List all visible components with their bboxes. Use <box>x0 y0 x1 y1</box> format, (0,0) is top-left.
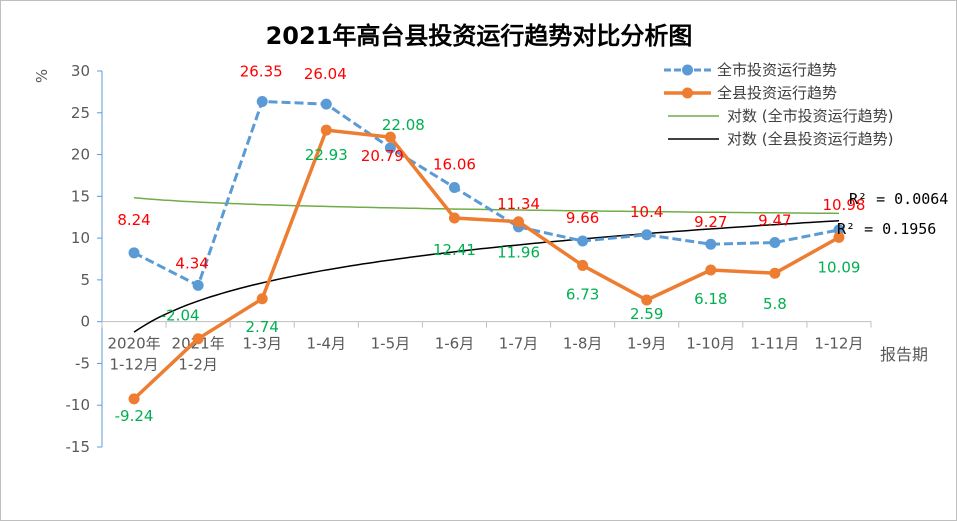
y-tick-label: 5 <box>80 271 90 289</box>
county-data-label: 2.59 <box>630 305 663 323</box>
x-tick-label: 1-6月 <box>435 335 475 353</box>
county-data-label: 11.96 <box>497 244 540 262</box>
city-data-label: 9.66 <box>566 209 599 227</box>
city-point <box>448 181 460 193</box>
county-point <box>128 393 140 405</box>
city-data-label: 20.79 <box>361 147 404 165</box>
county-point <box>833 231 845 243</box>
y-tick-label: 20 <box>71 146 90 164</box>
county-data-label: -9.24 <box>115 407 154 425</box>
county-data-label: 12.41 <box>433 241 476 259</box>
x-tick-label: 1-12月 <box>110 356 159 374</box>
city-data-label: 9.27 <box>694 213 727 231</box>
city-point <box>128 247 140 259</box>
legend-label-trend-county: 对数 (全县投资运行趋势) <box>727 130 893 148</box>
city-data-label: 26.35 <box>240 62 283 80</box>
county-data-label: 22.08 <box>382 116 425 134</box>
city-data-label: 9.47 <box>758 212 791 230</box>
county-point <box>513 216 525 228</box>
city-data-label: 10.98 <box>822 196 865 214</box>
county-point <box>256 293 268 305</box>
city-point <box>192 279 204 291</box>
legend-label-county: 全县投资运行趋势 <box>717 84 837 102</box>
y-tick-label: -5 <box>75 354 90 372</box>
county-point <box>769 267 781 279</box>
y-tick-label: -15 <box>66 438 91 456</box>
county-point <box>192 333 204 345</box>
x-tick-label: 1-9月 <box>627 335 667 353</box>
r2-label-city: R² = 0.0064 <box>849 190 948 208</box>
x-axis-label: 报告期 <box>880 345 928 364</box>
city-point <box>384 142 396 154</box>
county-data-label: 6.18 <box>694 290 727 308</box>
legend-marker-city <box>682 64 693 76</box>
chart-title: 2021年高台县投资运行趋势对比分析图 <box>266 22 693 50</box>
county-data-label: 22.93 <box>305 146 348 164</box>
county-data-label: 5.8 <box>763 295 787 313</box>
x-tick-label: 1-5月 <box>371 335 411 353</box>
x-tick-label: 1-3月 <box>242 335 282 353</box>
x-tick-label: 2020年 <box>107 335 160 353</box>
y-axis-label: % <box>33 69 51 83</box>
city-data-label: 16.06 <box>433 155 476 173</box>
city-data-label: 4.34 <box>175 254 208 272</box>
y-tick-label: 0 <box>80 313 90 331</box>
x-tick-label: 1-12月 <box>814 335 863 353</box>
x-tick-label: 1-8月 <box>563 335 603 353</box>
y-tick-label: 15 <box>71 187 90 205</box>
city-point <box>577 235 589 247</box>
city-point <box>256 95 268 107</box>
series-line-county <box>132 128 840 401</box>
x-tick-label: 1-2月 <box>178 356 218 374</box>
city-point <box>705 238 717 250</box>
r2-label-county: R² = 0.1956 <box>837 220 936 238</box>
city-point <box>769 237 781 249</box>
county-point <box>705 264 717 276</box>
county-data-label: 6.73 <box>566 285 599 303</box>
y-tick-label: 25 <box>71 104 90 122</box>
city-data-label: 10.4 <box>630 203 663 221</box>
x-tick-label: 1-10月 <box>686 335 735 353</box>
x-tick-label: 1-7月 <box>499 335 539 353</box>
series-line-city <box>133 99 840 288</box>
county-point <box>384 131 396 143</box>
county-data-label: -2.04 <box>161 307 200 325</box>
county-data-label: 2.74 <box>246 318 279 336</box>
trendline-county <box>133 219 840 333</box>
county-point <box>448 212 460 224</box>
y-tick-label: 30 <box>71 62 90 80</box>
city-data-label: 8.24 <box>117 211 150 229</box>
y-tick-label: 10 <box>71 229 90 247</box>
city-point <box>641 229 653 241</box>
trendline-city <box>133 196 840 215</box>
city-data-label: 11.34 <box>497 195 540 213</box>
x-tick-label: 1-11月 <box>750 335 799 353</box>
county-point <box>577 259 589 271</box>
city-point <box>320 98 332 110</box>
county-data-label: 10.09 <box>817 258 860 276</box>
x-tick-label: 1-4月 <box>307 335 347 353</box>
legend-label-trend-city: 对数 (全市投资运行趋势) <box>727 107 893 125</box>
legend-label-city: 全市投资运行趋势 <box>717 61 837 79</box>
y-tick-label: -10 <box>66 396 91 414</box>
legend-marker-county <box>682 87 693 99</box>
county-point <box>320 124 332 136</box>
county-point <box>641 294 653 306</box>
city-data-label: 26.04 <box>304 65 347 83</box>
